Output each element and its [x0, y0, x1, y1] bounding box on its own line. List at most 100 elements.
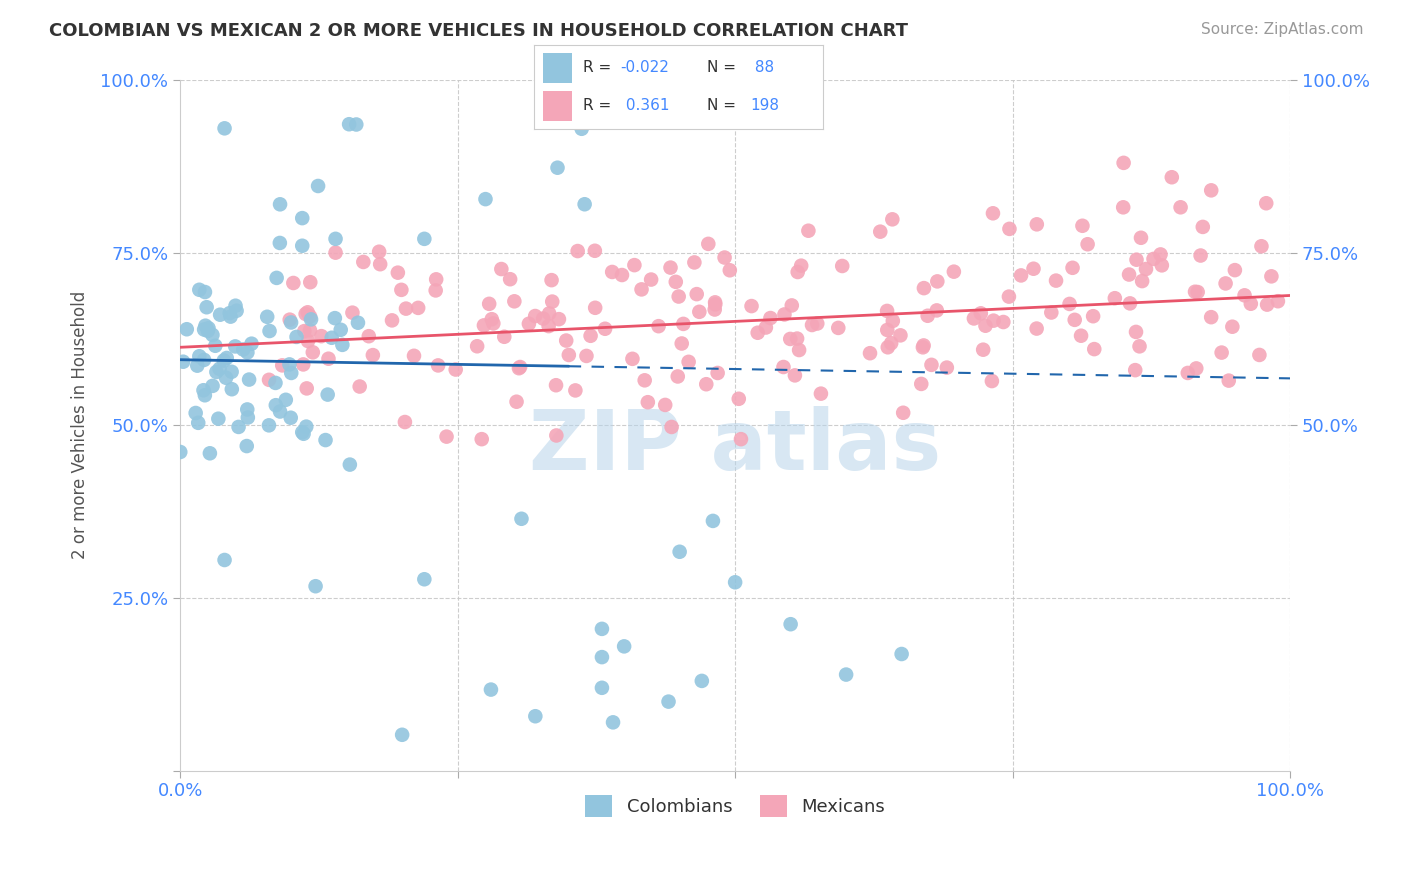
Point: [444, 362, 467, 376]
Point: [1142, 252, 1164, 266]
Point: [1256, 196, 1278, 211]
Point: [981, 206, 1004, 220]
Point: [718, 263, 741, 277]
Point: [1059, 297, 1081, 311]
Point: [623, 258, 645, 272]
Point: [1211, 345, 1233, 359]
Y-axis label: 2 or more Vehicles in Household: 2 or more Vehicles in Household: [72, 291, 89, 559]
Point: [1222, 319, 1244, 334]
Point: [481, 312, 503, 326]
Point: [1199, 310, 1222, 325]
Point: [198, 446, 221, 460]
Point: [704, 295, 727, 310]
Point: [998, 222, 1021, 236]
Point: [1081, 309, 1104, 323]
Point: [221, 365, 243, 379]
Point: [236, 402, 259, 417]
Point: [1040, 305, 1063, 319]
Point: [337, 117, 360, 131]
Point: [316, 387, 339, 401]
Point: [225, 299, 247, 313]
Point: [690, 673, 713, 688]
Point: [221, 382, 243, 396]
Point: [204, 339, 226, 353]
Point: [974, 318, 997, 333]
Point: [1240, 297, 1263, 311]
Point: [882, 314, 904, 328]
Point: [531, 311, 554, 326]
Point: [912, 338, 935, 352]
Point: [610, 268, 633, 282]
Point: [602, 715, 624, 730]
Point: [269, 197, 291, 211]
Point: [541, 294, 564, 309]
Point: [236, 345, 259, 359]
Point: [194, 285, 217, 299]
Point: [474, 192, 496, 206]
Text: ZIP atlas: ZIP atlas: [529, 406, 941, 486]
Point: [194, 388, 217, 402]
Point: [394, 415, 416, 429]
Point: [783, 368, 806, 383]
Point: [271, 359, 294, 373]
Point: [1256, 298, 1278, 312]
Point: [637, 395, 659, 409]
Point: [297, 305, 319, 319]
Point: [1233, 288, 1256, 302]
Point: [890, 647, 912, 661]
Point: [232, 343, 254, 357]
Point: [972, 343, 994, 357]
Point: [315, 433, 337, 447]
Point: [291, 239, 314, 253]
Point: [1128, 339, 1150, 353]
Point: [543, 112, 565, 126]
Point: [212, 353, 235, 368]
Point: [187, 416, 209, 430]
Point: [311, 329, 333, 343]
Point: [297, 334, 319, 348]
Point: [299, 275, 322, 289]
Point: [219, 310, 242, 324]
Point: [195, 300, 218, 314]
Point: [240, 336, 263, 351]
Point: [970, 306, 993, 320]
Point: [266, 271, 288, 285]
Point: [1184, 285, 1206, 299]
Point: [482, 317, 505, 331]
Point: [773, 308, 796, 322]
Point: [1260, 269, 1282, 284]
Point: [935, 360, 957, 375]
Text: N =: N =: [707, 61, 741, 76]
Point: [256, 310, 278, 324]
Point: [274, 392, 297, 407]
Point: [517, 317, 540, 331]
Point: [1125, 325, 1147, 339]
Point: [1249, 348, 1271, 362]
Point: [391, 728, 413, 742]
Point: [193, 322, 215, 336]
Point: [668, 545, 690, 559]
Point: [755, 320, 778, 334]
Text: R =: R =: [583, 98, 616, 112]
Point: [427, 359, 450, 373]
Text: R =: R =: [583, 61, 616, 76]
Point: [927, 274, 949, 288]
Point: [225, 303, 247, 318]
Point: [574, 197, 596, 211]
Point: [665, 275, 688, 289]
Point: [1025, 217, 1047, 231]
Bar: [543, 91, 572, 120]
Point: [1045, 274, 1067, 288]
Point: [1189, 248, 1212, 262]
Point: [859, 346, 882, 360]
Point: [1199, 183, 1222, 197]
Point: [323, 311, 346, 326]
Point: [479, 682, 502, 697]
Point: [688, 305, 710, 319]
Point: [291, 425, 314, 440]
Point: [1267, 294, 1289, 309]
Point: [357, 329, 380, 343]
Point: [197, 324, 219, 338]
Point: [1104, 291, 1126, 305]
Point: [1187, 285, 1209, 299]
